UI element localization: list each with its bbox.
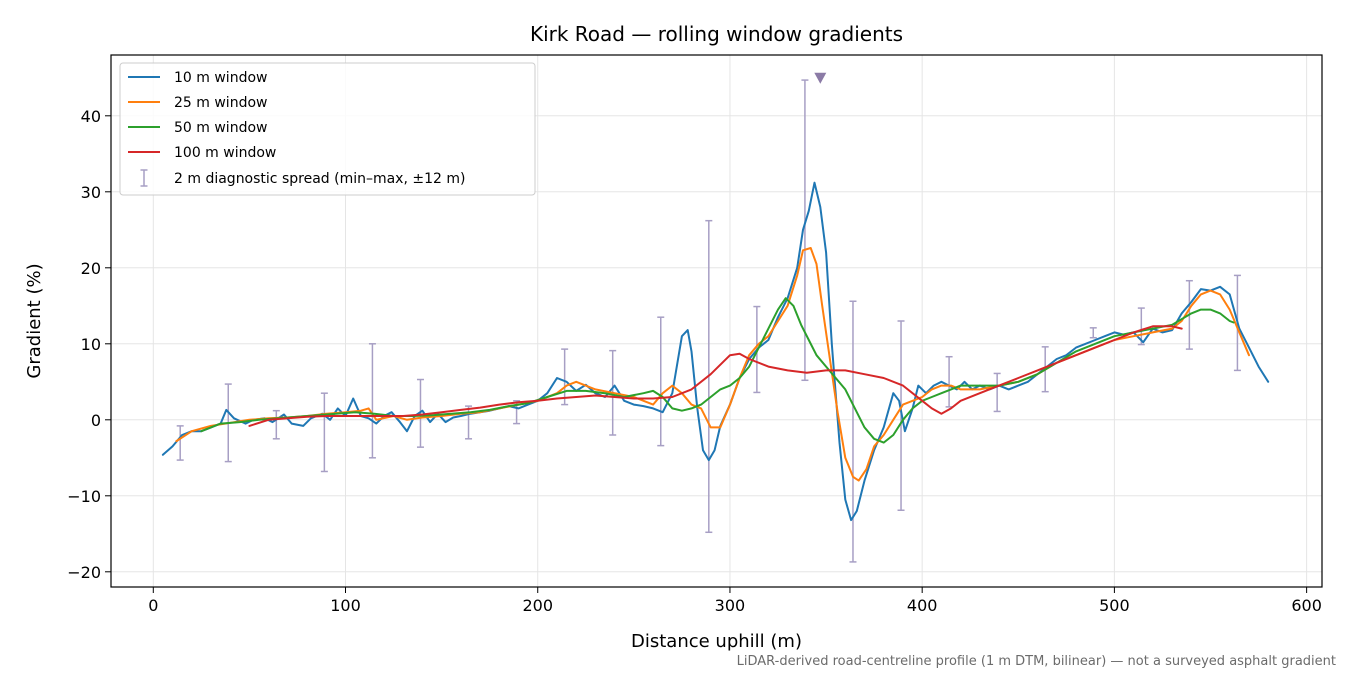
errorbar	[1089, 327, 1097, 339]
y-axis-label: Gradient (%)	[24, 263, 45, 378]
y-tick-label: 30	[81, 183, 101, 202]
footnote: LiDAR-derived road-centreline profile (1…	[737, 654, 1336, 669]
x-axis-label: Distance uphill (m)	[631, 631, 802, 652]
legend-swatch-errorbar	[140, 169, 148, 187]
chart-title: Kirk Road — rolling window gradients	[530, 22, 903, 46]
x-tick-label: 500	[1099, 596, 1130, 615]
peak-marker	[814, 72, 827, 84]
legend-label-errorbar: 2 m diagnostic spread (min–max, ±12 m)	[174, 171, 465, 187]
y-tick-label: 10	[81, 335, 101, 354]
x-tick-label: 600	[1291, 596, 1322, 615]
errorbar	[1137, 307, 1145, 346]
legend-label-25m: 25 m window	[174, 95, 267, 111]
errorbar	[561, 348, 569, 406]
legend-label-50m: 50 m window	[174, 120, 267, 136]
errorbar	[993, 372, 1001, 413]
y-tick-label: −10	[67, 487, 101, 506]
x-tick-label: 200	[522, 596, 553, 615]
series-100m-line	[248, 325, 1183, 427]
legend-label-10m: 10 m window	[174, 70, 267, 86]
series-10m-line	[161, 181, 1270, 522]
y-tick-label: −20	[67, 563, 101, 582]
plot-frame	[110, 54, 1323, 588]
grid	[111, 55, 1322, 587]
legend-box	[119, 62, 536, 196]
errorbar	[368, 343, 376, 459]
marker-group	[814, 72, 827, 84]
errorbar	[176, 425, 184, 461]
y-tick-label: 0	[91, 411, 101, 430]
x-tick-label: 100	[330, 596, 361, 615]
errorbar	[416, 378, 424, 448]
errorbar	[272, 409, 280, 440]
legend-label-100m: 100 m window	[174, 145, 276, 161]
y-tick-label: 20	[81, 259, 101, 278]
series-50m-line	[200, 297, 1235, 444]
series-group	[161, 181, 1270, 522]
ticks: 0 100 200 300 400 500 600 −20 −10 0 10 20 30 40	[67, 107, 1322, 615]
x-tick-label: 0	[148, 596, 158, 615]
legend: 10 m window 25 m window 50 m window 100 …	[119, 62, 536, 196]
errorbar	[320, 392, 328, 473]
x-tick-label: 300	[715, 596, 746, 615]
y-tick-label: 40	[81, 107, 101, 126]
errorbar	[657, 316, 665, 447]
x-tick-label: 400	[907, 596, 938, 615]
